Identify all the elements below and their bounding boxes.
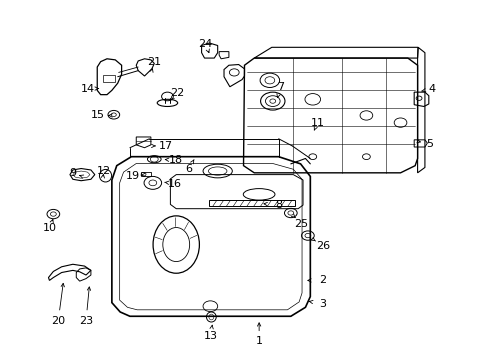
Text: 5: 5 xyxy=(426,139,432,149)
Text: 9: 9 xyxy=(69,168,76,178)
Text: 20: 20 xyxy=(51,316,65,325)
Text: 3: 3 xyxy=(318,299,325,309)
Text: 24: 24 xyxy=(198,39,212,49)
Text: 4: 4 xyxy=(428,84,435,94)
Text: 11: 11 xyxy=(310,118,324,128)
Text: 26: 26 xyxy=(316,241,330,251)
Text: 23: 23 xyxy=(79,316,93,325)
Text: 16: 16 xyxy=(168,179,182,189)
Text: 19: 19 xyxy=(126,171,140,181)
Text: 25: 25 xyxy=(294,219,308,229)
Text: 14: 14 xyxy=(80,84,94,94)
Text: 8: 8 xyxy=(275,200,282,210)
Text: 21: 21 xyxy=(147,57,161,67)
Text: 12: 12 xyxy=(97,166,111,176)
Text: 22: 22 xyxy=(170,88,184,98)
Text: 10: 10 xyxy=(42,224,56,233)
Text: 6: 6 xyxy=(184,164,191,174)
Text: 17: 17 xyxy=(158,141,172,151)
Bar xyxy=(209,201,294,206)
Text: 18: 18 xyxy=(169,155,183,165)
Bar xyxy=(141,172,151,176)
Bar xyxy=(103,75,115,82)
Text: 13: 13 xyxy=(203,331,217,341)
Text: 15: 15 xyxy=(91,111,105,121)
Text: 2: 2 xyxy=(318,275,325,285)
Text: 1: 1 xyxy=(255,336,262,346)
Text: 7: 7 xyxy=(277,82,284,92)
